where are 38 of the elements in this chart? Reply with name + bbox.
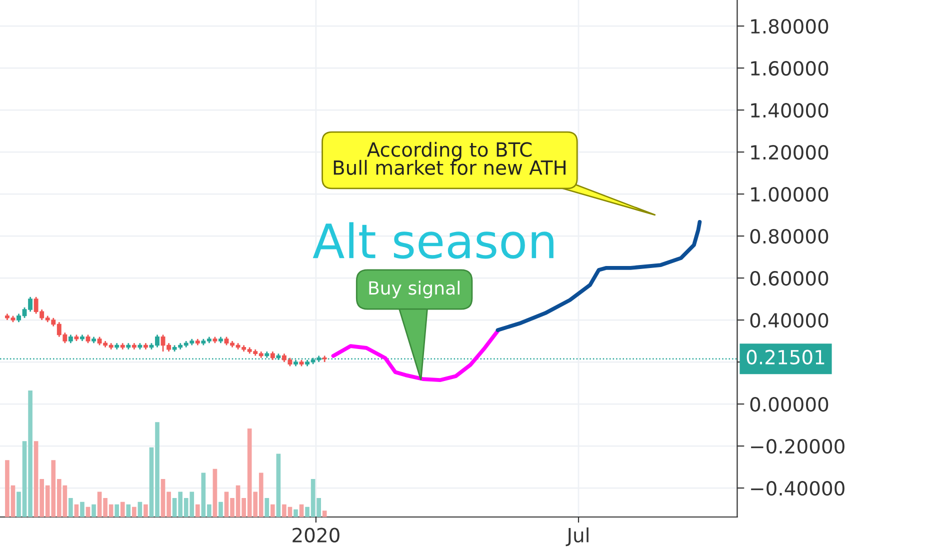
- bar: [195, 504, 200, 517]
- annotation: According to BTC Bull market for new ATH: [334, 142, 566, 175]
- y-tick-label: 1.40000: [751, 102, 828, 118]
- y-tick-label: 0.80000: [750, 228, 828, 244]
- bar: [86, 506, 90, 517]
- bar: [299, 504, 304, 517]
- bar: [126, 504, 131, 517]
- bar: [92, 504, 96, 517]
- y-tick-label: 0.00000: [750, 396, 828, 412]
- y-tick-label: 1.80000: [751, 18, 828, 34]
- y-tick-label: 0.60000: [750, 270, 828, 286]
- y-tick-label: 0.40000: [750, 312, 828, 328]
- bar: [74, 504, 79, 517]
- bar: [138, 502, 142, 517]
- bar: [144, 504, 148, 517]
- bar: [132, 506, 136, 517]
- bar: [270, 504, 275, 517]
- bar: [212, 468, 218, 517]
- bar: [120, 502, 125, 517]
- bar: [218, 502, 223, 517]
- line-series: [331, 329, 500, 382]
- bar: [68, 498, 73, 517]
- x-tick-label: 2020: [292, 528, 340, 542]
- bar: [80, 502, 84, 517]
- x-tick-label: Jul: [566, 527, 588, 546]
- y-tick-label: 1.20000: [751, 144, 828, 160]
- bar: [294, 509, 298, 517]
- bar: [264, 498, 270, 517]
- bar: [322, 510, 327, 517]
- y-tick-label: 1.60000: [751, 60, 828, 76]
- annotation: Alt season: [312, 222, 554, 259]
- annotation: Buy signal: [369, 280, 460, 298]
- bar: [114, 504, 120, 517]
- bar: [276, 454, 281, 517]
- ref-line-label: 0.21501: [746, 350, 824, 365]
- y-tick-label: −0.40000: [751, 480, 844, 496]
- y-tick-label: 1.00000: [751, 186, 828, 202]
- y-tick-label: −0.20000: [751, 438, 844, 454]
